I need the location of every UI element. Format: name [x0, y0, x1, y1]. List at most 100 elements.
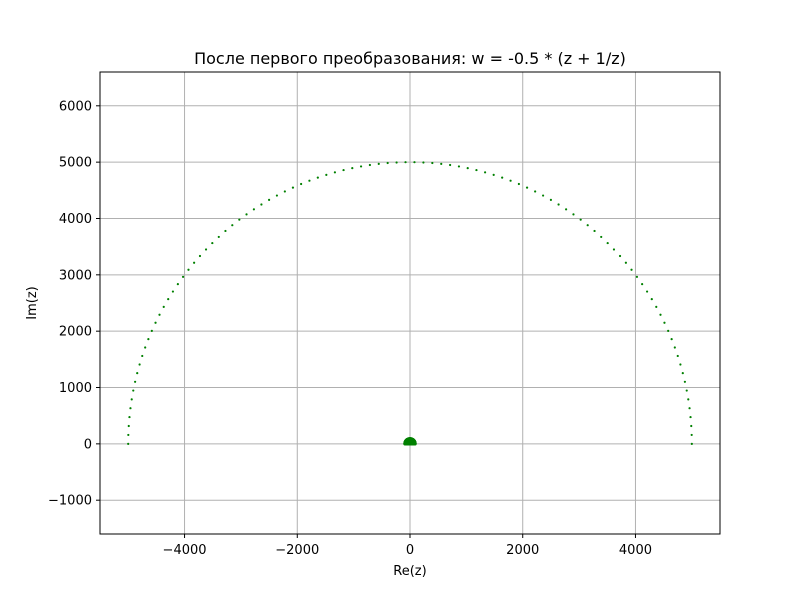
- x-tick-label: 2000: [506, 543, 539, 558]
- data-point: [231, 224, 234, 227]
- data-point: [267, 198, 271, 201]
- data-point: [141, 354, 144, 358]
- y-tick-label: 0: [84, 437, 92, 452]
- data-point: [138, 363, 141, 366]
- data-point: [685, 389, 688, 392]
- y-tick-label: 4000: [59, 212, 92, 227]
- y-tick-label: 6000: [59, 99, 92, 114]
- data-point: [565, 208, 568, 211]
- grid-lines: [100, 72, 720, 534]
- data-point: [440, 162, 443, 165]
- data-point: [260, 203, 263, 206]
- data-point: [150, 329, 153, 333]
- data-point: [325, 173, 328, 176]
- data-point: [204, 248, 208, 251]
- data-point: [492, 173, 495, 176]
- data-point: [308, 179, 311, 182]
- y-tick-label: 3000: [59, 268, 92, 283]
- data-point: [351, 167, 354, 170]
- x-tick-label: −2000: [275, 543, 319, 558]
- data-point: [687, 398, 690, 401]
- x-axis-label: Re(z): [393, 564, 426, 579]
- data-point: [147, 338, 150, 341]
- data-point: [586, 224, 589, 227]
- data-point: [128, 415, 131, 419]
- data-point: [645, 290, 649, 293]
- data-point: [624, 261, 627, 264]
- data-point: [144, 346, 147, 349]
- data-point: [681, 372, 684, 375]
- data-point: [134, 380, 137, 383]
- data-point: [198, 254, 202, 258]
- data-point: [630, 268, 633, 271]
- data-point: [154, 321, 157, 324]
- data-point: [211, 241, 214, 245]
- data-point: [475, 168, 478, 172]
- data-point: [466, 167, 469, 170]
- data-point: [224, 229, 227, 233]
- data-point: [217, 235, 220, 239]
- data-point: [368, 163, 371, 167]
- data-point: [667, 329, 670, 333]
- data-point: [659, 313, 662, 316]
- data-point: [509, 179, 512, 182]
- data-point: [673, 346, 676, 349]
- data-point: [517, 182, 520, 186]
- data-point: [688, 407, 691, 410]
- data-point: [171, 290, 175, 293]
- data-point: [579, 218, 582, 221]
- data-point: [129, 407, 132, 410]
- data-point: [193, 261, 196, 264]
- data-point: [127, 442, 130, 445]
- data-point: [245, 213, 248, 216]
- plot-area: −4000 −2000 0 2000 4000 −1000 0 1000 2000 3000 40…: [48, 71, 721, 558]
- data-point: [635, 275, 639, 278]
- data-point: [549, 198, 553, 201]
- data-point: [679, 363, 682, 366]
- data-point: [300, 182, 303, 186]
- data-point: [690, 442, 693, 445]
- data-point: [283, 190, 286, 193]
- data-point: [641, 283, 644, 286]
- data-point: [618, 254, 622, 258]
- data-point: [593, 229, 596, 233]
- data-point: [525, 186, 529, 189]
- data-point: [359, 165, 363, 168]
- data-point: [252, 208, 255, 211]
- y-tick-label: −1000: [48, 494, 92, 509]
- data-point: [130, 398, 133, 401]
- data-point: [689, 415, 692, 419]
- data-points: [127, 161, 693, 446]
- data-point: [683, 380, 686, 383]
- data-point: [612, 248, 616, 251]
- data-point: [158, 313, 161, 316]
- data-point: [663, 321, 666, 324]
- data-point: [650, 298, 653, 301]
- data-point: [132, 389, 135, 392]
- chart-title: После первого преобразования: w = -0.5 *…: [194, 49, 626, 68]
- data-point: [167, 298, 170, 301]
- data-point: [377, 162, 380, 165]
- data-point: [162, 305, 165, 308]
- data-point: [483, 171, 487, 174]
- data-point: [136, 372, 139, 375]
- data-point: [404, 161, 407, 164]
- data-point: [676, 354, 679, 358]
- data-point: [386, 161, 389, 165]
- data-point: [690, 433, 693, 437]
- data-point: [127, 424, 130, 428]
- data-point: [655, 305, 658, 308]
- data-point: [534, 190, 537, 193]
- data-point: [422, 161, 425, 164]
- data-point: [541, 194, 545, 197]
- data-point: [501, 176, 504, 179]
- data-point: [238, 218, 241, 221]
- y-tick-label: 5000: [59, 156, 92, 171]
- data-point: [395, 161, 398, 164]
- data-point: [333, 171, 337, 174]
- data-point: [606, 241, 609, 245]
- data-point: [176, 283, 179, 286]
- y-axis-label: Im(z): [25, 286, 40, 319]
